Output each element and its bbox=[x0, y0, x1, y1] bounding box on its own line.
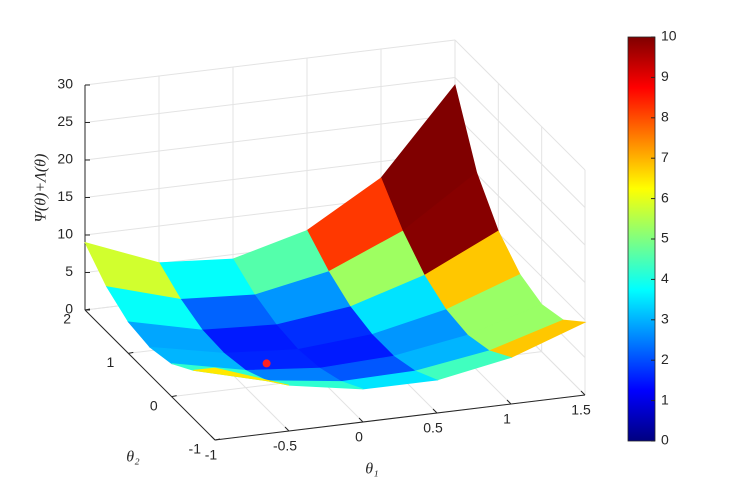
colorbar-tick-label: 7 bbox=[661, 149, 669, 165]
minimum-marker bbox=[262, 359, 271, 368]
z-grid-line bbox=[454, 114, 586, 246]
x-tick bbox=[358, 417, 364, 423]
z-tick-label: 15 bbox=[57, 188, 73, 204]
z-grid-line bbox=[84, 114, 456, 161]
x-tick-label: 0.5 bbox=[423, 420, 443, 436]
colorbar-tick-label: 5 bbox=[661, 230, 669, 246]
z-grid-line bbox=[84, 39, 456, 86]
colorbar-tick-label: 2 bbox=[661, 351, 669, 367]
y-tick bbox=[128, 351, 134, 354]
colorbar bbox=[627, 36, 656, 442]
z-grid-line bbox=[454, 39, 586, 171]
colorbar-tick-label: 1 bbox=[661, 391, 669, 407]
x-tick bbox=[284, 426, 290, 432]
y-tick-label: 1 bbox=[107, 354, 115, 370]
z-grid-line bbox=[84, 77, 456, 123]
colorbar-tick-label: 0 bbox=[661, 432, 669, 448]
colorbar-tick-label: 4 bbox=[661, 270, 669, 286]
z-tick-label: 30 bbox=[57, 76, 73, 92]
axis-line bbox=[214, 394, 586, 441]
colorbar-tick-label: 8 bbox=[661, 109, 669, 125]
y-tick bbox=[171, 395, 177, 398]
z-tick-label: 20 bbox=[57, 151, 73, 167]
z-grid-line bbox=[454, 77, 586, 208]
x-tick bbox=[506, 399, 512, 405]
y-tick-label: -1 bbox=[189, 441, 202, 457]
x-tick bbox=[210, 435, 216, 441]
colorbar-tick-label: 6 bbox=[661, 189, 669, 205]
x-tick-label: -1 bbox=[205, 447, 218, 463]
x-tick-label: -0.5 bbox=[273, 438, 297, 454]
colorbar-tick-label: 9 bbox=[661, 68, 669, 84]
x-tick bbox=[432, 408, 438, 414]
x-tick-label: 1 bbox=[503, 411, 511, 427]
colorbar-tick-label: 3 bbox=[661, 311, 669, 327]
z-tick-label: 0 bbox=[65, 301, 73, 317]
y-axis-label: θ₂ bbox=[126, 449, 140, 466]
colorbar-tick-label: 10 bbox=[661, 28, 677, 44]
z-tick-label: 10 bbox=[57, 226, 73, 242]
z-tick-label: 5 bbox=[65, 263, 73, 279]
x-tick bbox=[580, 390, 586, 396]
z-grid-line bbox=[84, 152, 456, 198]
y-tick-label: 2 bbox=[63, 311, 71, 327]
x-tick-label: 1.5 bbox=[571, 402, 591, 418]
x-axis-label: θ₁ bbox=[365, 461, 378, 478]
x-tick-label: 0 bbox=[355, 429, 363, 445]
z-tick-label: 25 bbox=[57, 113, 73, 129]
y-tick-label: 0 bbox=[150, 397, 158, 413]
z-axis-label: Ψ(θ)+Λ(θ) bbox=[33, 154, 50, 223]
axis-line bbox=[84, 309, 216, 441]
y-tick bbox=[214, 438, 221, 441]
surface-patch bbox=[193, 367, 290, 386]
